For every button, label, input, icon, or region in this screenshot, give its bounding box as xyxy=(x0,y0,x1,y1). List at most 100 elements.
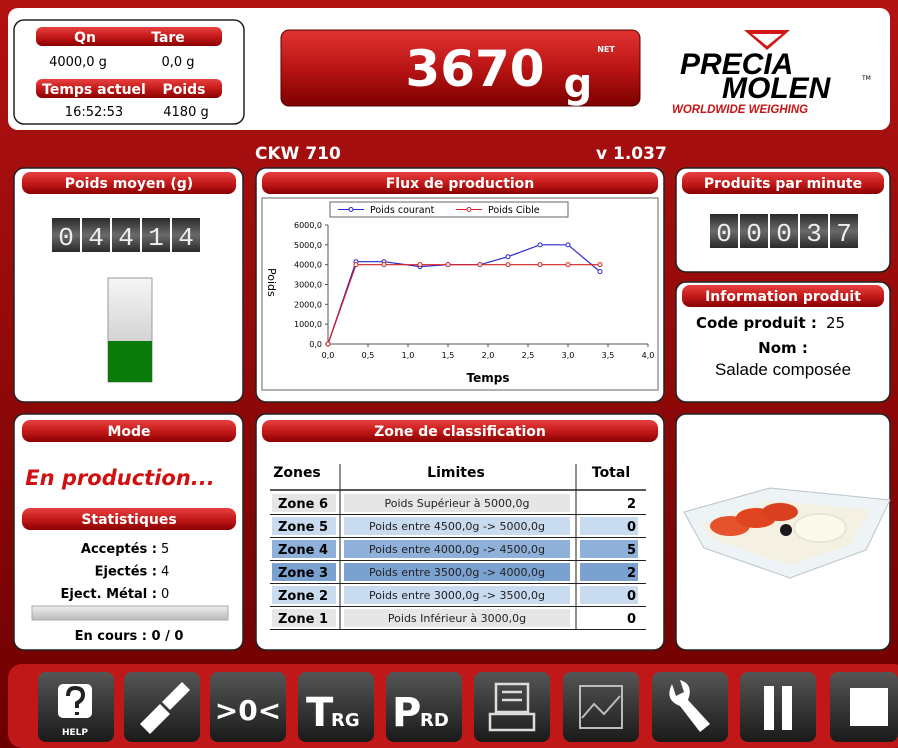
panel-title: Information produit xyxy=(705,289,861,305)
point xyxy=(446,263,450,267)
x-tick-label: 3,5 xyxy=(602,351,615,360)
point xyxy=(598,270,602,274)
stat-value: 5 xyxy=(161,542,169,557)
panel-title: Produits par minute xyxy=(704,176,862,192)
counter-digits: 00037 xyxy=(716,219,866,249)
point xyxy=(538,243,542,247)
screen: Qn Tare 4000,0 g 0,0 g Temps actuel Poid… xyxy=(0,0,898,748)
zone: Zone 2 xyxy=(278,589,328,604)
legend-label: Poids Cible xyxy=(488,205,540,216)
button-label: >0< xyxy=(215,694,281,727)
table-header: Zones xyxy=(273,465,321,481)
stat-value: 0 xyxy=(161,587,169,602)
pause-icon xyxy=(782,686,792,730)
y-tick-label: 0,0 xyxy=(309,340,322,349)
point xyxy=(326,342,330,346)
value: Salade composée xyxy=(715,360,851,379)
panel-title: Statistiques xyxy=(81,512,176,528)
x-tick-label: 1,5 xyxy=(442,351,455,360)
zone: Zone 3 xyxy=(278,566,328,581)
display-value: 3670 xyxy=(405,40,544,98)
label: Qn xyxy=(74,30,96,46)
button-label: HELP xyxy=(62,728,88,738)
point xyxy=(506,263,510,267)
y-tick-label: 5000,0 xyxy=(294,241,322,250)
label: Nom : xyxy=(758,339,808,357)
value: 4000,0 g xyxy=(49,55,107,70)
x-tick-label: 0,5 xyxy=(362,351,375,360)
label: Poids xyxy=(162,82,205,98)
progress-bar xyxy=(32,606,228,620)
point xyxy=(538,263,542,267)
legend-marker xyxy=(349,208,353,212)
stat-label: Ejectés : xyxy=(95,565,157,580)
print-button[interactable] xyxy=(474,672,550,742)
label: Temps actuel xyxy=(42,82,146,98)
value: 0,0 g xyxy=(161,55,194,70)
button-label: P xyxy=(392,690,421,736)
total: 5 xyxy=(627,543,636,558)
point xyxy=(566,243,570,247)
panel-title: Mode xyxy=(107,424,150,440)
point xyxy=(418,263,422,267)
limit: Poids entre 3500,0g -> 4000,0g xyxy=(369,566,545,579)
y-tick-label: 1000,0 xyxy=(294,320,322,329)
panel-title: Zone de classification xyxy=(374,424,546,440)
counter: 04414 xyxy=(52,218,208,253)
point xyxy=(506,255,510,259)
pause-button[interactable] xyxy=(740,672,816,742)
version: v 1.037 xyxy=(596,144,667,164)
stat-label: Eject. Métal : xyxy=(61,587,157,602)
button-label: RG xyxy=(331,710,360,731)
x-tick-label: 4,0 xyxy=(642,351,655,360)
legend-marker xyxy=(467,208,471,212)
value: 25 xyxy=(826,314,845,332)
limit: Poids entre 4000,0g -> 4500,0g xyxy=(369,543,545,556)
chart-button[interactable] xyxy=(563,672,639,742)
logo-tm: TM xyxy=(861,75,871,82)
total: 0 xyxy=(627,612,636,627)
pill xyxy=(36,27,222,46)
label: Tare xyxy=(151,30,185,46)
limit: Poids Inférieur à 3000,0g xyxy=(388,612,526,625)
logo-tagline: WORLDWIDE WEIGHING xyxy=(672,104,808,116)
total: 0 xyxy=(627,520,636,535)
x-tick-label: 0,0 xyxy=(322,351,335,360)
counter-digits: 04414 xyxy=(58,223,208,253)
legend-label: Poids courant xyxy=(370,205,435,216)
mode-status: En production... xyxy=(25,466,214,490)
stat-label: Acceptés : xyxy=(81,542,157,557)
limit: Poids entre 3000,0g -> 3500,0g xyxy=(369,589,545,602)
y-tick-label: 2000,0 xyxy=(294,300,322,309)
counter: 00037 xyxy=(710,214,866,249)
button-label: RD xyxy=(420,710,449,731)
logo: MOLEN xyxy=(722,72,832,105)
zone: Zone 5 xyxy=(278,520,328,535)
gauge-fill xyxy=(108,341,152,382)
zone: Zone 1 xyxy=(278,612,328,627)
point xyxy=(478,263,482,267)
total: 2 xyxy=(627,566,636,581)
pause-icon xyxy=(764,686,774,730)
x-tick-label: 2,0 xyxy=(482,351,495,360)
total: 2 xyxy=(627,497,636,512)
y-tick-label: 3000,0 xyxy=(294,281,322,290)
limit: Poids Supérieur à 5000,0g xyxy=(385,497,530,510)
y-axis-label: Poids xyxy=(265,268,278,297)
x-tick-label: 3,0 xyxy=(562,351,575,360)
y-tick-label: 6000,0 xyxy=(294,221,322,230)
point xyxy=(382,263,386,267)
y-tick-label: 4000,0 xyxy=(294,261,322,270)
display-status: NET xyxy=(597,45,615,54)
point xyxy=(354,263,358,267)
value: 16:52:53 xyxy=(65,105,123,120)
label: Code produit : xyxy=(696,314,817,332)
stat-value: 4 xyxy=(161,565,169,580)
pasta xyxy=(794,514,846,542)
x-tick-label: 2,5 xyxy=(522,351,535,360)
tomato xyxy=(762,503,798,521)
value: 4180 g xyxy=(163,105,208,120)
model: CKW 710 xyxy=(255,144,341,164)
olive xyxy=(780,524,792,536)
stop-icon xyxy=(850,688,888,726)
